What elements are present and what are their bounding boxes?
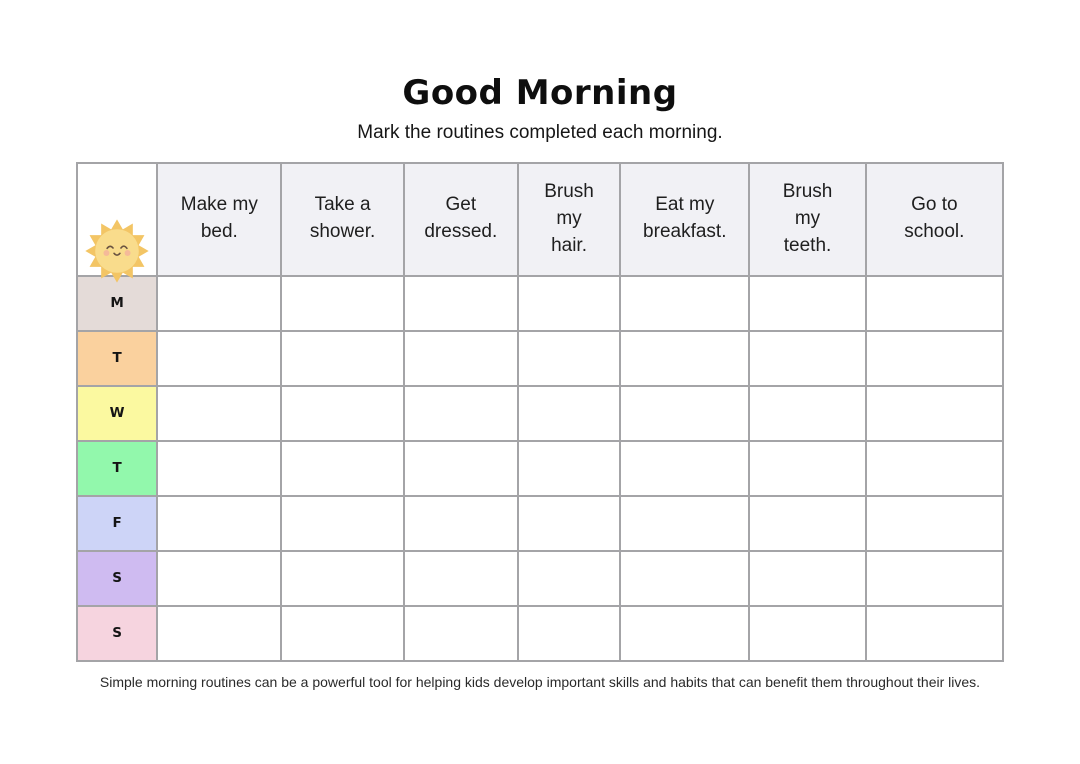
routine-cell[interactable] xyxy=(864,384,1005,442)
routine-cell[interactable] xyxy=(280,439,405,497)
routine-cell[interactable] xyxy=(619,384,751,442)
routine-cell[interactable] xyxy=(864,494,1005,552)
routine-cell[interactable] xyxy=(748,439,867,497)
footer-note: Simple morning routines can be a powerfu… xyxy=(99,673,981,690)
table-row-monday: M xyxy=(75,274,1005,332)
routine-cell[interactable] xyxy=(619,494,751,552)
routine-cell[interactable] xyxy=(280,384,405,442)
day-label-thursday: T xyxy=(75,439,159,497)
routine-cell[interactable] xyxy=(516,329,622,387)
routine-cell[interactable] xyxy=(156,439,283,497)
column-header-get-dressed: Get dressed. xyxy=(402,161,519,277)
routine-cell[interactable] xyxy=(516,494,622,552)
table-row-sunday: S xyxy=(75,604,1005,662)
routine-cell[interactable] xyxy=(619,604,751,662)
routine-cell[interactable] xyxy=(748,329,867,387)
day-label-sunday: S xyxy=(75,604,159,662)
routine-cell[interactable] xyxy=(156,494,283,552)
day-label-friday: F xyxy=(75,494,159,552)
routine-cell[interactable] xyxy=(864,439,1005,497)
day-label-wednesday: W xyxy=(75,384,159,442)
page-title: Good Morning xyxy=(402,73,678,113)
routine-cell[interactable] xyxy=(748,384,867,442)
routine-cell[interactable] xyxy=(619,549,751,607)
table-row-saturday: S xyxy=(75,549,1005,607)
column-header-make-bed: Make my bed. xyxy=(156,161,283,277)
routine-cell[interactable] xyxy=(619,329,751,387)
table-row-wednesday: W xyxy=(75,384,1005,442)
routine-cell[interactable] xyxy=(402,549,519,607)
table-row-thursday: T xyxy=(75,439,1005,497)
routine-cell[interactable] xyxy=(402,439,519,497)
routine-cell[interactable] xyxy=(280,494,405,552)
routine-cell[interactable] xyxy=(748,549,867,607)
routine-cell[interactable] xyxy=(864,549,1005,607)
routine-cell[interactable] xyxy=(280,604,405,662)
day-label-monday: M xyxy=(75,274,159,332)
routine-cell[interactable] xyxy=(864,274,1005,332)
routine-cell[interactable] xyxy=(516,439,622,497)
routine-cell[interactable] xyxy=(402,494,519,552)
routine-cell[interactable] xyxy=(156,329,283,387)
routine-cell[interactable] xyxy=(864,604,1005,662)
routine-cell[interactable] xyxy=(402,329,519,387)
routine-cell[interactable] xyxy=(748,604,867,662)
routine-cell[interactable] xyxy=(748,494,867,552)
routine-cell[interactable] xyxy=(864,329,1005,387)
column-header-brush-hair: Brush my hair. xyxy=(516,161,622,277)
routine-cell[interactable] xyxy=(402,384,519,442)
routine-cell[interactable] xyxy=(156,549,283,607)
day-label-tuesday: T xyxy=(75,329,159,387)
corner-cell xyxy=(75,161,159,283)
routine-table: Make my bed. Take a shower. Get dressed.… xyxy=(75,161,1005,662)
column-header-go-school: Go to school. xyxy=(864,161,1005,277)
routine-cell[interactable] xyxy=(156,274,283,332)
sun-icon xyxy=(85,219,149,283)
column-header-take-shower: Take a shower. xyxy=(280,161,405,277)
routine-cell[interactable] xyxy=(402,274,519,332)
day-label-saturday: S xyxy=(75,549,159,607)
page-subtitle: Mark the routines completed each morning… xyxy=(357,122,723,144)
column-header-brush-teeth: Brush my teeth. xyxy=(748,161,867,277)
routine-cell[interactable] xyxy=(516,549,622,607)
routine-cell[interactable] xyxy=(748,274,867,332)
routine-cell[interactable] xyxy=(156,604,283,662)
routine-cell[interactable] xyxy=(516,274,622,332)
routine-cell[interactable] xyxy=(156,384,283,442)
table-row-friday: F xyxy=(75,494,1005,552)
routine-cell[interactable] xyxy=(402,604,519,662)
column-header-eat-breakfast: Eat my breakfast. xyxy=(619,161,751,277)
header-row: Make my bed. Take a shower. Get dressed.… xyxy=(75,161,1005,283)
routine-cell[interactable] xyxy=(516,604,622,662)
routine-cell[interactable] xyxy=(619,274,751,332)
table-row-tuesday: T xyxy=(75,329,1005,387)
routine-cell[interactable] xyxy=(280,549,405,607)
routine-cell[interactable] xyxy=(516,384,622,442)
routine-cell[interactable] xyxy=(280,274,405,332)
routine-cell[interactable] xyxy=(619,439,751,497)
routine-cell[interactable] xyxy=(280,329,405,387)
